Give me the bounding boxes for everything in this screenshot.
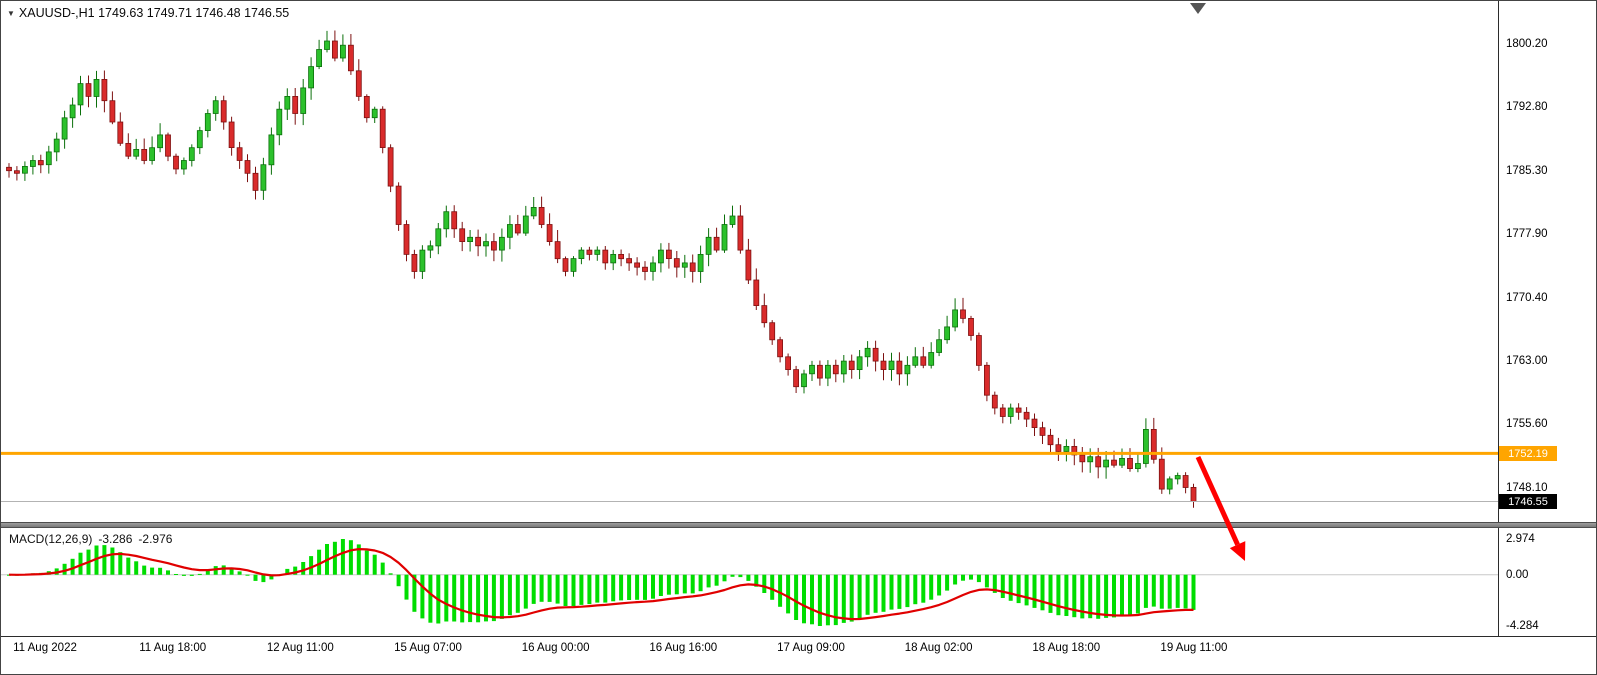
macd-histogram: [7, 539, 1196, 626]
time-tick-label: 12 Aug 11:00: [266, 642, 334, 654]
time-tick-label: 15 Aug 07:00: [394, 642, 462, 654]
time-axis-separator: [1, 636, 1596, 637]
macd-tick-label: 0.00: [1506, 568, 1529, 581]
time-tick-label: 19 Aug 11:00: [1160, 642, 1228, 654]
chart-ohlc-title: XAUUSD-,H1 1749.63 1749.71 1746.48 1746.…: [18, 6, 290, 20]
symbol-marker-icon: ▼: [7, 8, 15, 18]
time-tick-label: 11 Aug 18:00: [139, 642, 207, 654]
price-tick-label: 1755.60: [1506, 418, 1548, 431]
price-tick-label: 1800.20: [1506, 37, 1548, 50]
time-axis: 11 Aug 2022 11 Aug 18:00 12 Aug 11:00 15 Au…: [1, 639, 1498, 663]
price-tick-label: 1777.90: [1506, 227, 1548, 240]
macd-indicator: [1, 539, 1498, 626]
macd-signal-value: -2.976: [138, 532, 173, 546]
price-axis: 1800.20 1792.80 1785.30 1777.90 1770.40 1763.…: [1498, 1, 1596, 636]
time-tick-label: 18 Aug 18:00: [1032, 642, 1101, 654]
current-price-badge: 1746.55: [1499, 494, 1557, 509]
price-tick-label: 1763.00: [1506, 355, 1548, 368]
price-tick-label: 1785.30: [1506, 164, 1548, 177]
macd-indicator-label: MACD(12,26,9) -3.286 -2.976: [9, 532, 172, 546]
price-tick-label: 1770.40: [1506, 291, 1548, 304]
hline-price-badge: 1752.19: [1499, 446, 1557, 461]
macd-tick-label: 2.974: [1506, 533, 1535, 545]
time-tick-label: 17 Aug 09:00: [777, 642, 845, 654]
panel-splitter[interactable]: [1, 522, 1596, 528]
price-tick-label: 1792.80: [1506, 100, 1548, 113]
time-tick-label: 11 Aug 2022: [13, 642, 77, 654]
time-tick-label: 16 Aug 16:00: [649, 642, 718, 654]
price-tick-label: 1748.10: [1506, 482, 1548, 495]
chart-title: ▼ XAUUSD-,H1 1749.63 1749.71 1746.48 174…: [7, 6, 289, 20]
time-tick-label: 18 Aug 02:00: [904, 642, 973, 654]
chart-shift-marker-icon[interactable]: [1190, 3, 1206, 14]
time-tick-label: 16 Aug 00:00: [521, 642, 590, 654]
macd-signal-line: [8, 548, 1194, 621]
macd-tick-label: -4.284: [1506, 620, 1539, 632]
candlestick-series: [6, 30, 1197, 508]
price-axis-separator: [1498, 1, 1499, 636]
macd-name: MACD(12,26,9): [9, 532, 93, 546]
macd-main-value: -3.286: [98, 532, 133, 546]
